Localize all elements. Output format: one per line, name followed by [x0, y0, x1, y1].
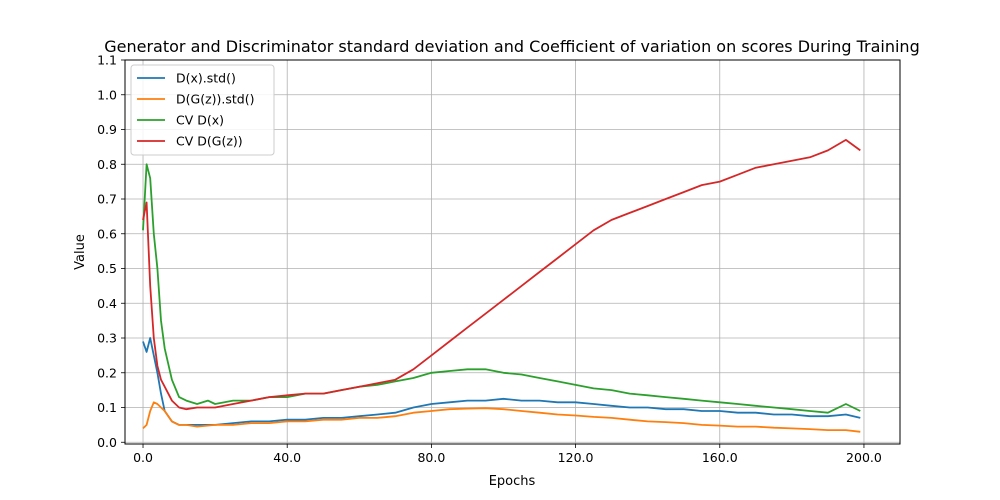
- legend-label: CV D(x): [176, 113, 224, 128]
- x-tick-label: 0.0: [133, 450, 153, 465]
- x-axis: 0.0 40.0 80.0 120.0 160.0 200.0: [133, 444, 882, 465]
- series-line-cv-d-g-z: [142, 138, 861, 411]
- y-tick-label: 0.2: [97, 365, 117, 380]
- series-line-cv-d-x: [142, 163, 861, 414]
- legend-label: CV D(G(z)): [176, 134, 243, 149]
- y-tick-label: 1.1: [97, 53, 117, 68]
- x-axis-label: Epochs: [489, 474, 536, 489]
- x-tick-label: 80.0: [417, 450, 445, 465]
- series-lines: [142, 138, 861, 433]
- y-tick-label: 0.4: [97, 296, 117, 311]
- y-tick-label: 0.7: [97, 192, 117, 207]
- y-axis: 0.0 0.1 0.2 0.3 0.4 0.5 0.6 0.7 0.8 0.9 1.0 1.1: [97, 53, 125, 450]
- y-tick-label: 0.0: [97, 435, 117, 450]
- y-tick-label: 0.8: [97, 157, 117, 172]
- y-tick-label: 0.5: [97, 261, 117, 276]
- plot-area-frame: [124, 59, 901, 445]
- x-tick-label: 120.0: [558, 450, 594, 465]
- x-tick-label: 200.0: [846, 450, 882, 465]
- series-line-d-g-z-std: [142, 401, 861, 433]
- y-tick-label: 0.3: [97, 331, 117, 346]
- grid-lines: [125, 59, 900, 444]
- x-tick-label: 160.0: [702, 450, 738, 465]
- legend-label: D(G(z)).std(): [176, 92, 254, 107]
- y-tick-label: 1.0: [97, 87, 117, 102]
- x-tick-label: 40.0: [273, 450, 301, 465]
- y-axis-label: Value: [73, 234, 88, 270]
- y-tick-label: 0.6: [97, 226, 117, 241]
- y-tick-label: 0.1: [97, 400, 117, 415]
- chart-title: Generator and Discriminator standard dev…: [104, 37, 919, 56]
- legend-label: D(x).std(): [176, 71, 236, 86]
- y-tick-label: 0.9: [97, 122, 117, 137]
- legend: D(x).std() D(G(z)).std() CV D(x) CV D(G(z)): [130, 64, 275, 156]
- legend-box: [130, 64, 275, 156]
